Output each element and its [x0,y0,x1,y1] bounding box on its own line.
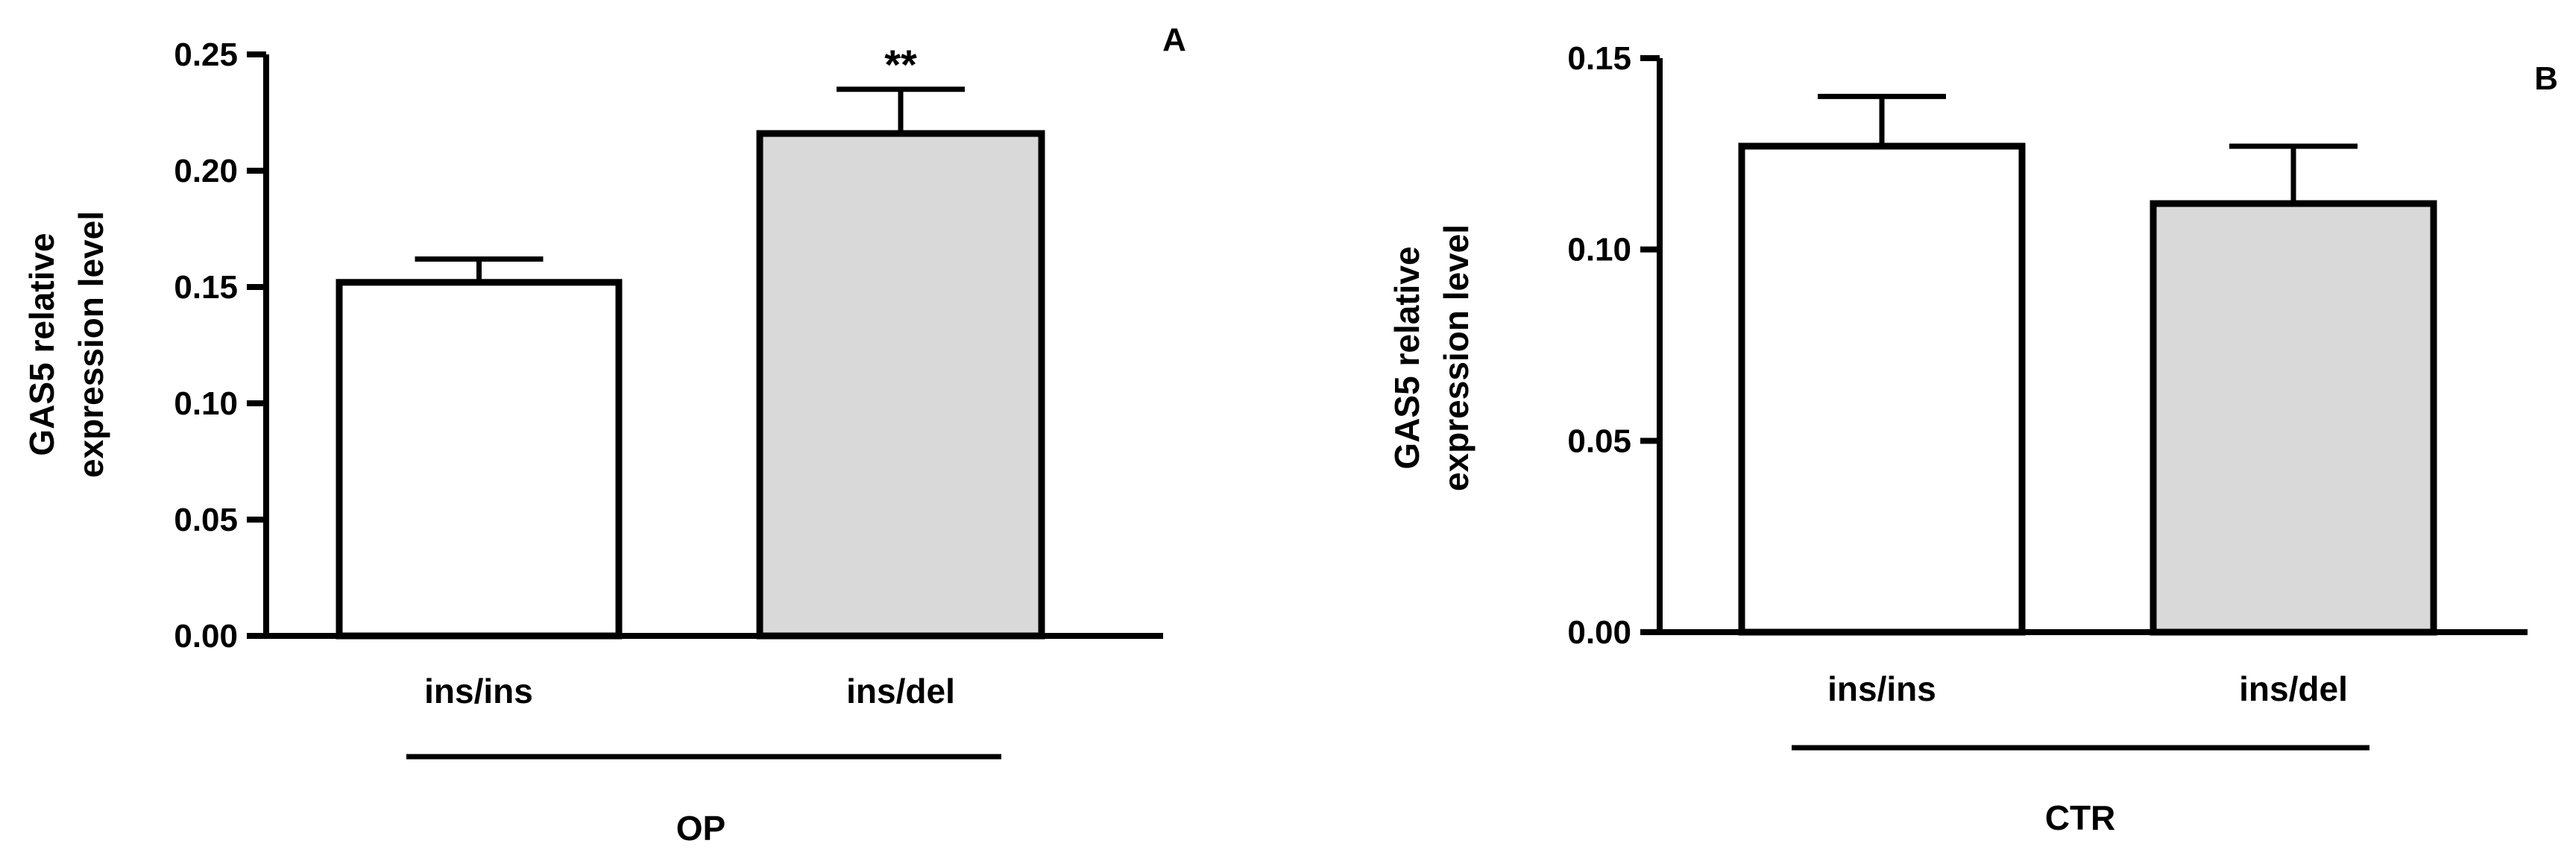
panel-a-group-label: OP [676,809,725,848]
panel-b-bar-1 [1738,142,2026,636]
panel-b-ytick-label-2: 0.05 [1567,423,1631,459]
panel-a-ytick-label-6: 0.25 [174,37,238,73]
panel-a-xtick-label-1: ins/ins [424,672,533,710]
panel-a-significance-2: ** [884,41,917,88]
panel-a-ytick-label-3: 0.10 [174,385,238,422]
panel-a-ytick-label-4: 0.15 [174,269,238,306]
panel-b-group-label: CTR [2045,798,2116,837]
panel-a-chart: A GAS5 relative expression level 0.000.0… [22,22,1186,848]
panel-b-ytick-label-1: 0.00 [1567,614,1631,651]
panel-a-ytick-label-5: 0.20 [174,153,238,189]
panel-a-ytick-label-1: 0.00 [174,618,238,655]
panel-a-label: A [1162,22,1186,58]
panel-a-ylabel-line1: GAS5 relative [22,233,61,455]
panel-b-bars [1738,93,2437,636]
panel-a-ylabel-line2: expression level [72,211,110,478]
panel-b-bar-2 [2150,200,2437,636]
panel-a-bar-2 [756,130,1045,640]
panel-b-ytick-label-4: 0.15 [1567,40,1631,77]
panel-b-ylabel-line2: expression level [1437,224,1476,491]
panel-b-chart: B GAS5 relative expression level 0.000.0… [1388,40,2558,837]
panel-b-ylabel-line1: GAS5 relative [1388,246,1426,469]
panel-a-bar-1 [336,279,623,640]
panel-a-ytick-label-2: 0.05 [174,502,238,538]
panel-b-label: B [2534,60,2558,97]
panel-b-xtick-label-2: ins/del [2239,669,2348,708]
panel-b-xtick-label-1: ins/ins [1827,669,1936,708]
panel-a-xtick-label-2: ins/del [846,672,955,710]
panel-b-ytick-label-3: 0.10 [1567,232,1631,268]
panel-a-bars: ** [336,41,1045,640]
panel-a-y-ticks: 0.00 0.05 0.10 0.15 0.20 0.25 [174,37,266,655]
panel-b-y-ticks: 0.00 0.05 0.10 0.15 [1567,40,1660,651]
